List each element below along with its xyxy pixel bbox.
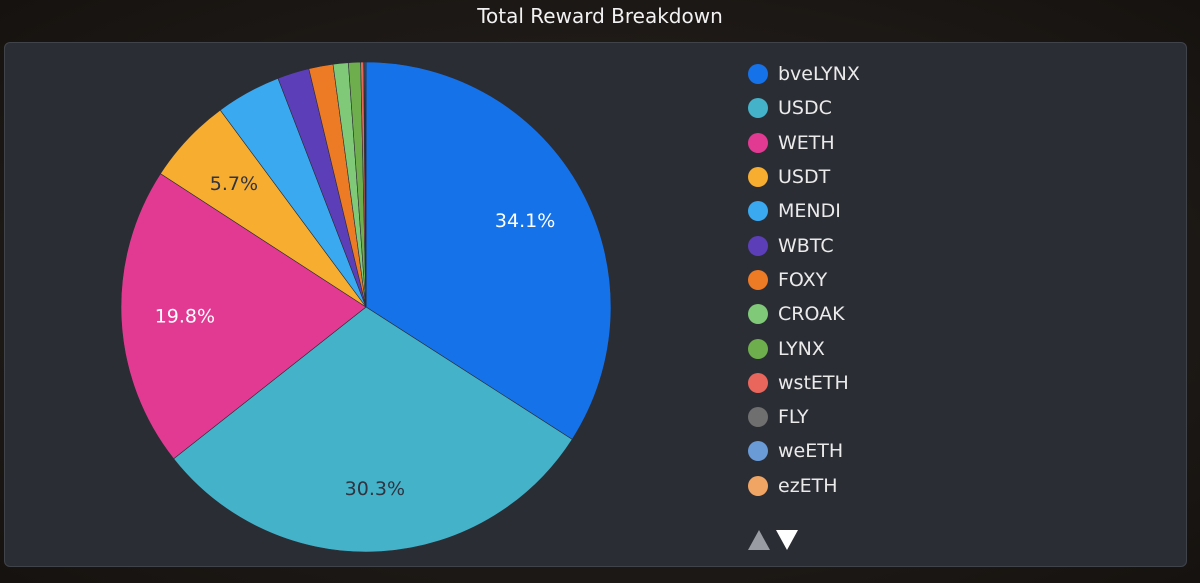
legend-swatch (748, 98, 768, 119)
legend-item-usdc[interactable]: USDC (748, 91, 1048, 125)
pie-label-bvelynx: 34.1% (495, 210, 555, 232)
legend-swatch (748, 132, 768, 153)
legend-swatch (748, 475, 768, 496)
legend-swatch (748, 269, 768, 290)
legend-item-usdt[interactable]: USDT (748, 160, 1048, 194)
legend-item-bvelynx[interactable]: bveLYNX (748, 57, 1048, 91)
legend-label: LYNX (778, 337, 825, 360)
legend-label: USDT (778, 166, 831, 189)
legend-label: ezETH (778, 474, 838, 497)
pie-slice-usdc[interactable] (173, 306, 573, 553)
legend-item-lynx[interactable]: LYNX (748, 331, 1048, 365)
legend-swatch (748, 407, 768, 428)
pie-slice-ezeth[interactable] (364, 61, 367, 308)
legend-swatch (748, 167, 768, 188)
legend-label: bveLYNX (778, 63, 860, 86)
pie-label-usdc: 30.3% (345, 478, 405, 500)
pie-label-usdt: 5.7% (210, 173, 258, 195)
legend-item-wbtc[interactable]: WBTC (748, 228, 1048, 262)
legend-label: FLY (778, 406, 809, 429)
legend-item-fly[interactable]: FLY (748, 400, 1048, 434)
pie-label-weth: 19.8% (155, 305, 215, 327)
legend-item-weth[interactable]: WETH (748, 126, 1048, 160)
legend-item-croak[interactable]: CROAK (748, 297, 1048, 331)
legend-pager (748, 530, 798, 550)
legend-label: WBTC (778, 234, 834, 257)
legend-item-mendi[interactable]: MENDI (748, 194, 1048, 228)
pie-slice-bvelynx[interactable] (365, 61, 612, 440)
legend-item-wsteth[interactable]: wstETH (748, 366, 1048, 400)
legend-swatch (748, 64, 768, 85)
triangle-down-icon[interactable] (776, 530, 798, 550)
legend-label: FOXY (778, 268, 828, 291)
legend-item-foxy[interactable]: FOXY (748, 263, 1048, 297)
legend-label: USDC (778, 97, 832, 120)
legend-swatch (748, 372, 768, 393)
legend-label: CROAK (778, 303, 845, 326)
legend: bveLYNX USDC WETH USDT MENDI WBTC FOXY CROAK LYN… (748, 57, 1048, 503)
legend-swatch (748, 304, 768, 325)
pie-slice-weth[interactable] (120, 173, 367, 460)
legend-label: MENDI (778, 200, 841, 223)
legend-swatch (748, 338, 768, 359)
legend-item-weeth[interactable]: weETH (748, 434, 1048, 468)
chart-title: Total Reward Breakdown (477, 4, 723, 28)
legend-label: weETH (778, 440, 844, 463)
legend-item-ezeth[interactable]: ezETH (748, 469, 1048, 503)
legend-label: wstETH (778, 371, 849, 394)
legend-swatch (748, 441, 768, 462)
triangle-up-icon[interactable] (748, 530, 770, 550)
legend-swatch (748, 201, 768, 222)
legend-swatch (748, 235, 768, 256)
legend-label: WETH (778, 131, 835, 154)
